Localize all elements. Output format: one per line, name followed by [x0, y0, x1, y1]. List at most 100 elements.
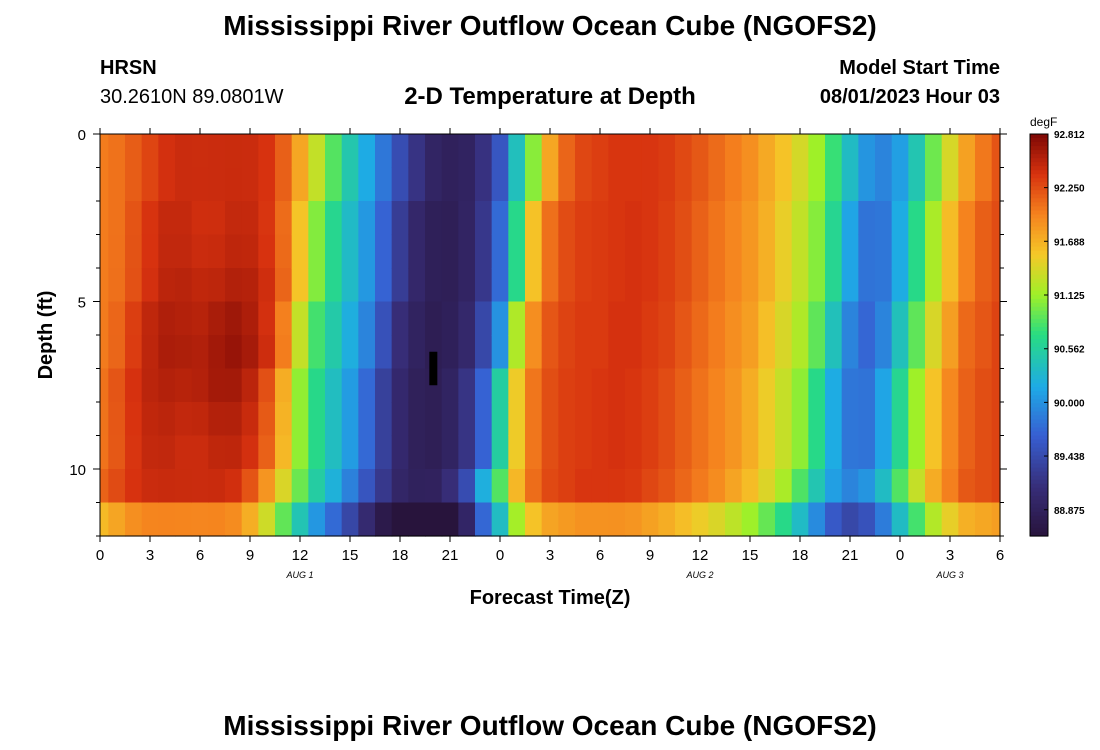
heatmap-cell — [508, 368, 526, 403]
heatmap-cell — [441, 402, 459, 437]
heatmap-cell — [125, 134, 143, 169]
colorbar-segment — [1030, 222, 1048, 228]
heatmap-cell — [641, 167, 659, 202]
heatmap-cell — [158, 402, 176, 437]
colorbar-segment — [1030, 150, 1048, 155]
heatmap-cell — [525, 435, 543, 470]
heatmap-cell — [591, 502, 609, 537]
heatmap-cell — [191, 234, 209, 269]
heatmap-cell — [100, 435, 109, 470]
heatmap-cell — [425, 469, 443, 504]
heatmap-cell — [508, 435, 526, 470]
heatmap-cell — [825, 301, 843, 336]
heatmap-cell — [925, 368, 943, 403]
heatmap-cell — [758, 301, 776, 336]
colorbar-segment — [1030, 314, 1048, 320]
colorbar-segment — [1030, 475, 1048, 481]
heatmap-cell — [908, 435, 926, 470]
heatmap-cell — [958, 167, 976, 202]
heatmap-cell — [908, 335, 926, 370]
heatmap-cell — [691, 134, 709, 169]
heatmap-cell — [858, 301, 876, 336]
heatmap-cell — [325, 134, 343, 169]
heatmap-cell — [625, 368, 643, 403]
heatmap-cell — [675, 134, 693, 169]
heatmap-cell — [125, 167, 143, 202]
heatmap-cell — [508, 301, 526, 336]
heatmap-cell — [458, 301, 476, 336]
heatmap-cell — [508, 335, 526, 370]
colorbar-segment — [1030, 306, 1048, 312]
heatmap-cell — [141, 435, 159, 470]
heatmap-cell — [575, 435, 593, 470]
colorbar-segment — [1030, 210, 1048, 215]
colorbar-segment — [1030, 274, 1048, 280]
heatmap-cell — [291, 368, 309, 403]
heatmap-cell — [791, 502, 809, 537]
heatmap-cell — [391, 268, 409, 303]
heatmap-cell — [158, 134, 176, 169]
heatmap-cell — [725, 268, 743, 303]
heatmap-cell — [708, 134, 726, 169]
heatmap-cell — [608, 268, 626, 303]
heatmap-cell — [458, 268, 476, 303]
colorbar-segment — [1030, 318, 1048, 324]
heatmap-cell — [775, 402, 793, 437]
heatmap-cell — [125, 201, 143, 236]
heatmap-cell — [858, 167, 876, 202]
heatmap-cell — [525, 469, 543, 504]
heatmap-cell — [925, 167, 943, 202]
colorbar-segment — [1030, 166, 1048, 171]
colorbar-segment — [1030, 451, 1048, 457]
heatmap-cell — [675, 301, 693, 336]
heatmap-cell — [341, 234, 359, 269]
heatmap-cell — [691, 469, 709, 504]
heatmap-cell — [141, 301, 159, 336]
heatmap-cell — [208, 469, 226, 504]
heatmap-cell — [558, 301, 576, 336]
heatmap-cell — [391, 234, 409, 269]
heatmap-cell — [841, 335, 859, 370]
heatmap-cell — [708, 234, 726, 269]
heatmap-cell — [158, 435, 176, 470]
colorbar-segment — [1030, 194, 1048, 199]
heatmap-cell — [575, 402, 593, 437]
heatmap-cell — [208, 167, 226, 202]
heatmap-cell — [791, 167, 809, 202]
heatmap-cell — [858, 335, 876, 370]
heatmap-cell — [875, 469, 893, 504]
heatmap-cell — [391, 368, 409, 403]
heatmap-cell — [891, 134, 909, 169]
heatmap-cell — [508, 502, 526, 537]
heatmap-cell — [491, 435, 509, 470]
colorbar-segment — [1030, 439, 1048, 445]
heatmap-cell — [325, 234, 343, 269]
heatmap-cell — [108, 402, 126, 437]
heatmap-cell — [575, 201, 593, 236]
heatmap-cell — [208, 368, 226, 403]
colorbar-segment — [1030, 387, 1048, 392]
colorbar-segment — [1030, 491, 1048, 497]
heatmap-cell — [100, 134, 109, 169]
heatmap-cell — [458, 502, 476, 537]
heatmap-cell — [358, 134, 376, 169]
heatmap-cell — [108, 435, 126, 470]
heatmap-cell — [441, 268, 459, 303]
colorbar-segment — [1030, 134, 1048, 139]
heatmap-cell — [758, 167, 776, 202]
heatmap-cell — [741, 469, 759, 504]
heatmap-cell — [658, 368, 676, 403]
heatmap-cell — [908, 268, 926, 303]
heatmap-cell — [941, 502, 959, 537]
colorbar: 92.812 92.250 91.688 91.125 90.562 90.000 89.4… — [1029, 130, 1085, 537]
heatmap-cell — [475, 368, 493, 403]
colorbar-segment — [1030, 519, 1048, 525]
heatmap-cell — [725, 502, 743, 537]
heatmap-cell — [308, 435, 326, 470]
heatmap-cell — [458, 368, 476, 403]
heatmap-cell — [658, 402, 676, 437]
heatmap-cell — [341, 335, 359, 370]
colorbar-segment — [1030, 170, 1048, 175]
heatmap-cell — [508, 268, 526, 303]
heatmap-cell — [375, 502, 393, 537]
